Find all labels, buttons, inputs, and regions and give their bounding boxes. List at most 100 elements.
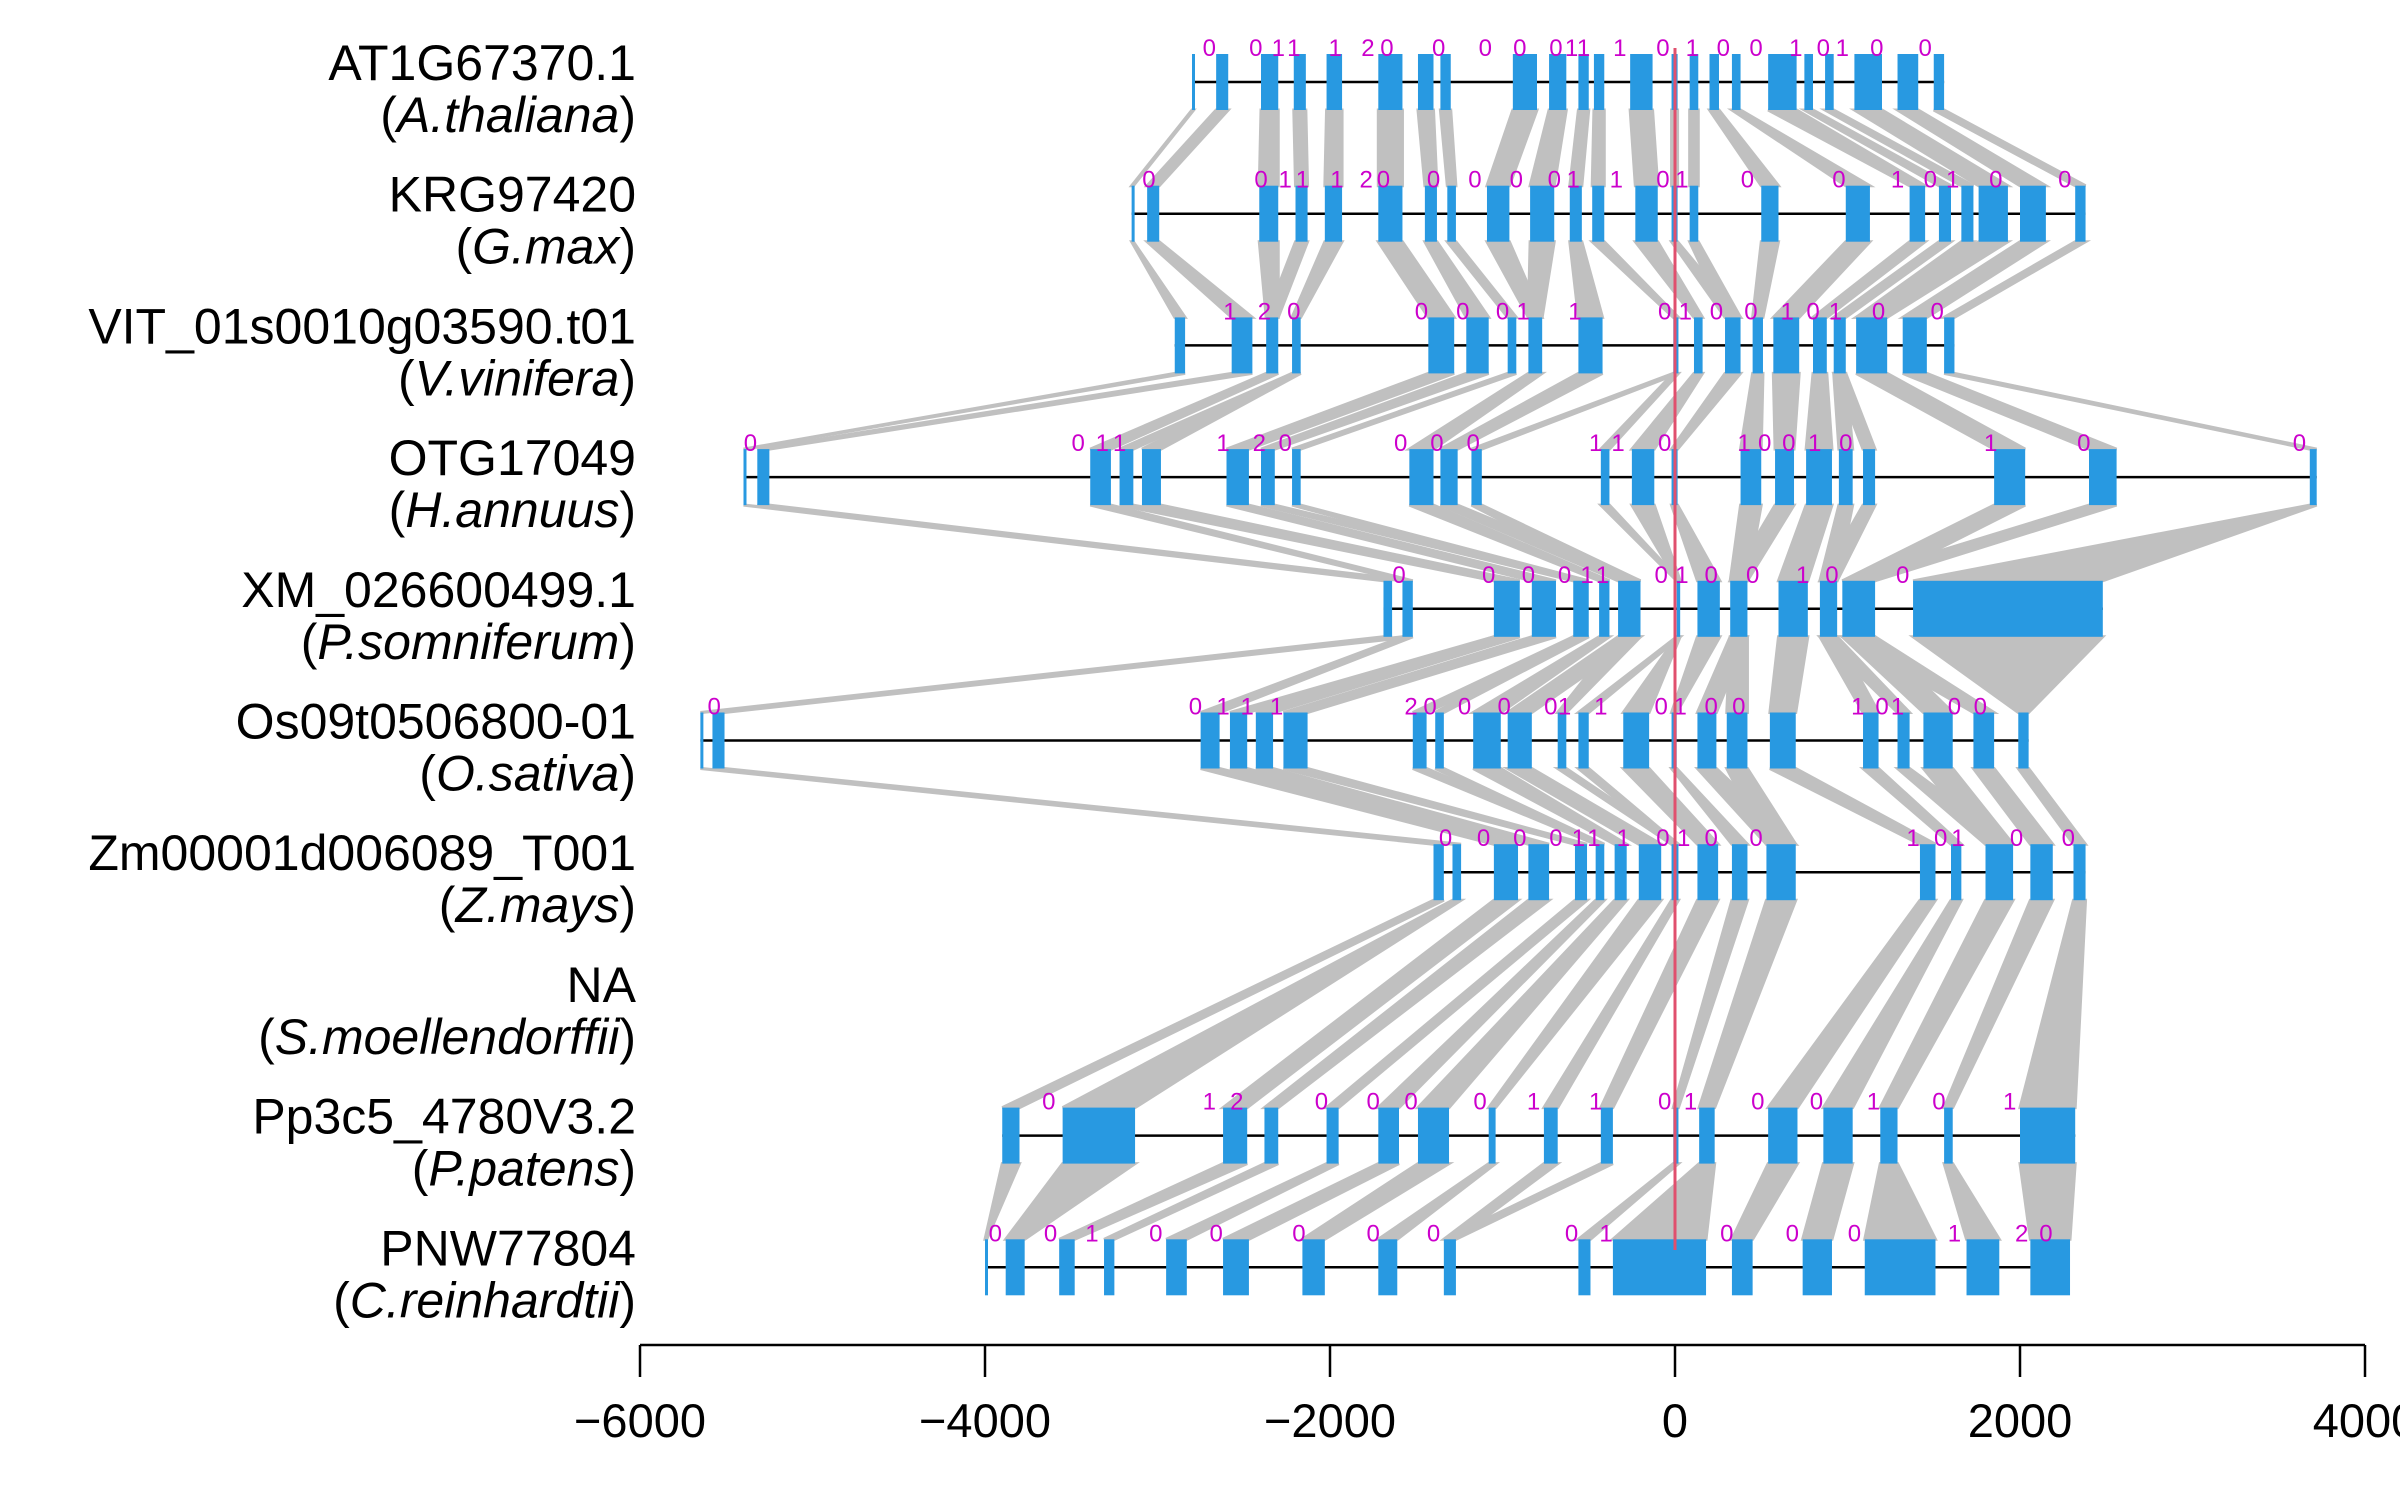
exon-block <box>1090 449 1111 506</box>
gene-id-label: KRG97420 <box>389 167 636 223</box>
intron-phase-label: 1 <box>1617 825 1630 852</box>
intron-phase-label: 0 <box>1817 35 1830 62</box>
exon-block <box>1231 317 1253 374</box>
exon-block <box>1804 54 1813 110</box>
exon-block <box>1856 317 1888 374</box>
intron-phase-label: 1 <box>1891 167 1904 194</box>
exon-block <box>1417 54 1434 110</box>
intron-phase-label: 2 <box>1230 1089 1243 1116</box>
intron-phase-label: 0 <box>1656 825 1669 852</box>
intron-phase-label: 0 <box>1924 167 1937 194</box>
exon-block <box>1823 1107 1853 1164</box>
intron-phase-label: 0 <box>1825 562 1838 589</box>
species-paren-close: ) <box>619 350 636 406</box>
intron-phase-label: 0 <box>1415 298 1428 325</box>
exon-block <box>1192 54 1195 110</box>
intron-phase-label: 1 <box>1216 694 1229 721</box>
exon-block <box>1223 1107 1248 1164</box>
exon-connector <box>1002 1162 1140 1241</box>
intron-phase-label: 1 <box>1287 35 1300 62</box>
species-paren-open: ( <box>419 746 436 802</box>
species-paren-close: ) <box>619 482 636 538</box>
exon-block <box>1726 712 1748 769</box>
intron-phase-label: 0 <box>1456 298 1469 325</box>
intron-phase-label: 0 <box>1496 298 1509 325</box>
exon-block <box>1842 580 1876 637</box>
intron-phase-label: 0 <box>1482 562 1495 589</box>
exon-connector <box>1628 108 1660 188</box>
exon-block <box>1966 1239 2000 1296</box>
exon-block <box>1994 449 2026 506</box>
intron-phase-label: 1 <box>1686 35 1699 62</box>
intron-phase-label: 1 <box>1330 167 1343 194</box>
gene-id-label: OTG17049 <box>389 430 636 486</box>
intron-phase-label: 0 <box>1427 167 1440 194</box>
exon-block <box>1473 712 1501 769</box>
species-name: P.patens <box>428 1141 619 1197</box>
species-name: O.sativa <box>436 746 619 802</box>
intron-phase-label: 1 <box>1789 35 1802 62</box>
exon-block <box>1452 844 1462 901</box>
intron-phase-label: 0 <box>1189 694 1202 721</box>
exon-block <box>1507 712 1532 769</box>
intron-phase-label: 0 <box>1392 562 1405 589</box>
exon-block <box>2018 712 2029 769</box>
intron-phase-label: 2 <box>1361 35 1374 62</box>
exon-block <box>1773 317 1800 374</box>
intron-phase-label: 1 <box>1241 694 1254 721</box>
intron-phase-label: 0 <box>2062 825 2075 852</box>
intron-phase-label: 0 <box>1287 298 1300 325</box>
species-paren-close: ) <box>619 219 636 275</box>
exon-block <box>1919 844 1936 901</box>
exon-block <box>1383 580 1393 637</box>
gene-id-label: NA <box>567 957 637 1013</box>
intron-phase-label: 0 <box>2010 825 2023 852</box>
intron-phase-label: 1 <box>1216 430 1229 457</box>
exon-block <box>1897 54 1919 110</box>
intron-phase-label: 1 <box>1278 167 1291 194</box>
intron-phase-label: 1 <box>1737 430 1750 457</box>
gene-id-label: PNW77804 <box>380 1220 636 1276</box>
intron-phase-label: 0 <box>1071 430 1084 457</box>
exon-connector <box>1439 1162 1563 1241</box>
intron-phase-label: 0 <box>1746 562 1759 589</box>
exon-block <box>1226 449 1249 506</box>
intron-phase-label: 0 <box>1394 430 1407 457</box>
exon-block <box>1223 1239 1249 1296</box>
exon-connector <box>1438 108 1458 188</box>
exon-block <box>2020 1107 2076 1164</box>
intron-phase-label: 1 <box>1517 298 1530 325</box>
species-paren-close: ) <box>619 1009 636 1065</box>
intron-phase-label: 0 <box>1848 1220 1861 1247</box>
intron-phase-label: 1 <box>1780 298 1793 325</box>
exon-block <box>1833 317 1846 374</box>
exon-block <box>1295 185 1308 242</box>
intron-phase-label: 0 <box>1749 35 1762 62</box>
homology-connectors <box>700 108 2318 1241</box>
intron-phase-label: 1 <box>1948 1220 1961 1247</box>
exon-block <box>1147 185 1160 242</box>
exon-block <box>1838 449 1853 506</box>
gene-labels: AT1G67370.1(A.thaliana)KRG97420(G.max)VI… <box>88 35 636 1328</box>
exon-block <box>1951 844 1962 901</box>
exon-block <box>1806 449 1832 506</box>
intron-phase-label: 0 <box>1549 825 1562 852</box>
exon-block <box>743 449 747 506</box>
exon-block <box>1933 54 1945 110</box>
exon-block <box>2020 185 2046 242</box>
species-name: G.max <box>472 219 621 275</box>
exon-block <box>1417 1107 1450 1164</box>
intron-phase-label: 0 <box>1473 1089 1486 1116</box>
intron-phase-label: 0 <box>1782 430 1795 457</box>
exon-block <box>1471 449 1482 506</box>
exon-connector <box>1688 108 1700 188</box>
intron-phase-label: 1 <box>1113 430 1126 457</box>
exon-block <box>1493 580 1520 637</box>
intron-phase-label: 1 <box>1829 298 1842 325</box>
intron-phase-label: 0 <box>1366 1220 1379 1247</box>
intron-phase-label: 1 <box>1527 1089 1540 1116</box>
exon-block <box>1378 185 1403 242</box>
intron-phase-label: 0 <box>1513 825 1526 852</box>
intron-phase-label: 0 <box>1832 167 1845 194</box>
